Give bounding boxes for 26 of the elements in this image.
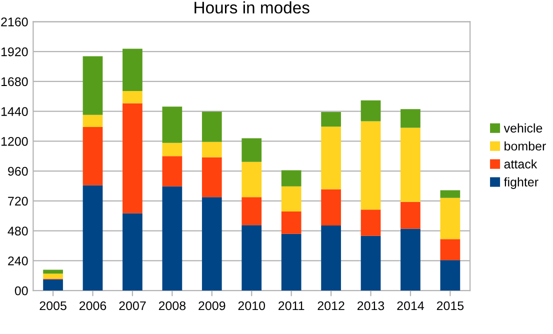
- y-tick-label: 1440: [1, 107, 28, 116]
- y-tick-label: 720: [8, 196, 28, 206]
- x-tick-label: 2014: [397, 301, 424, 310]
- y-tick-label: 960: [8, 166, 28, 176]
- legend-label: vehicle: [504, 123, 542, 133]
- x-tick-label: 2010: [238, 301, 266, 310]
- x-tick-label: 2009: [198, 301, 226, 310]
- y-tick-label: 1200: [1, 137, 28, 146]
- x-tick-label: 2007: [119, 301, 146, 310]
- y-tick-label: 2160: [1, 18, 28, 26]
- y-tick-label: 1680: [1, 77, 28, 86]
- x-tick-label: 2008: [158, 301, 186, 310]
- x-tick-label: 2005: [40, 301, 66, 310]
- y-tick-label: 00: [14, 286, 28, 296]
- legend-label: fighter: [504, 177, 538, 189]
- y-tick-label: 480: [8, 226, 28, 236]
- y-tick-label: 1920: [1, 47, 28, 56]
- legend-label: attack: [504, 159, 538, 169]
- chart-title: Hours in modes: [194, 1, 310, 14]
- legend-label: bomber: [504, 141, 546, 151]
- y-tick-label: 240: [8, 256, 28, 266]
- x-tick-label: 2012: [318, 301, 344, 310]
- x-tick-label: 2013: [357, 301, 384, 310]
- x-tick-label: 2011: [278, 301, 304, 310]
- x-tick-label: 2015: [436, 301, 464, 310]
- x-tick-label: 2006: [79, 301, 106, 310]
